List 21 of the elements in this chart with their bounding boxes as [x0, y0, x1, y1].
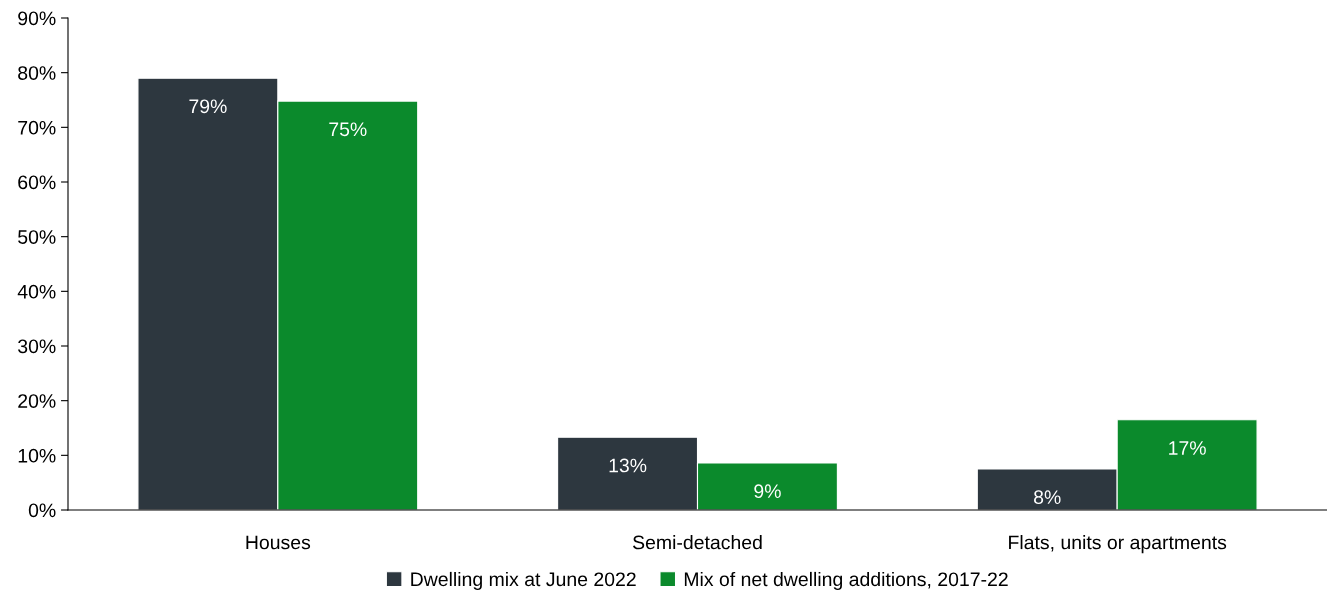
x-tick-label: Semi-detached: [633, 535, 762, 550]
legend-label: Dwelling mix at June 2022: [411, 571, 636, 591]
x-tick-label: Flats, units or apartments: [1009, 535, 1227, 554]
y-tick-label: 80%: [18, 66, 56, 80]
x-tick-label: Houses: [246, 535, 311, 550]
y-tick-label: 60%: [18, 175, 56, 190]
data-label: 8%: [1034, 490, 1061, 505]
y-tick-label: 0%: [28, 503, 56, 518]
y-tick-label: 90%: [18, 11, 56, 26]
y-tick-label: 50%: [18, 230, 56, 244]
y-tick-label: 30%: [18, 339, 56, 354]
y-tick-label: 70%: [18, 120, 56, 135]
y-tick-label: 10%: [18, 448, 56, 463]
y-tick-label: 20%: [18, 394, 56, 408]
data-label: 13%: [609, 458, 647, 473]
data-label: 9%: [754, 484, 781, 499]
data-label: 75%: [329, 122, 367, 137]
data-label: 17%: [1169, 441, 1206, 455]
data-label: 79%: [189, 99, 227, 114]
y-tick-label: 40%: [17, 284, 56, 299]
legend-label: Mix of net dwelling additions, 2017-22: [684, 571, 1008, 591]
